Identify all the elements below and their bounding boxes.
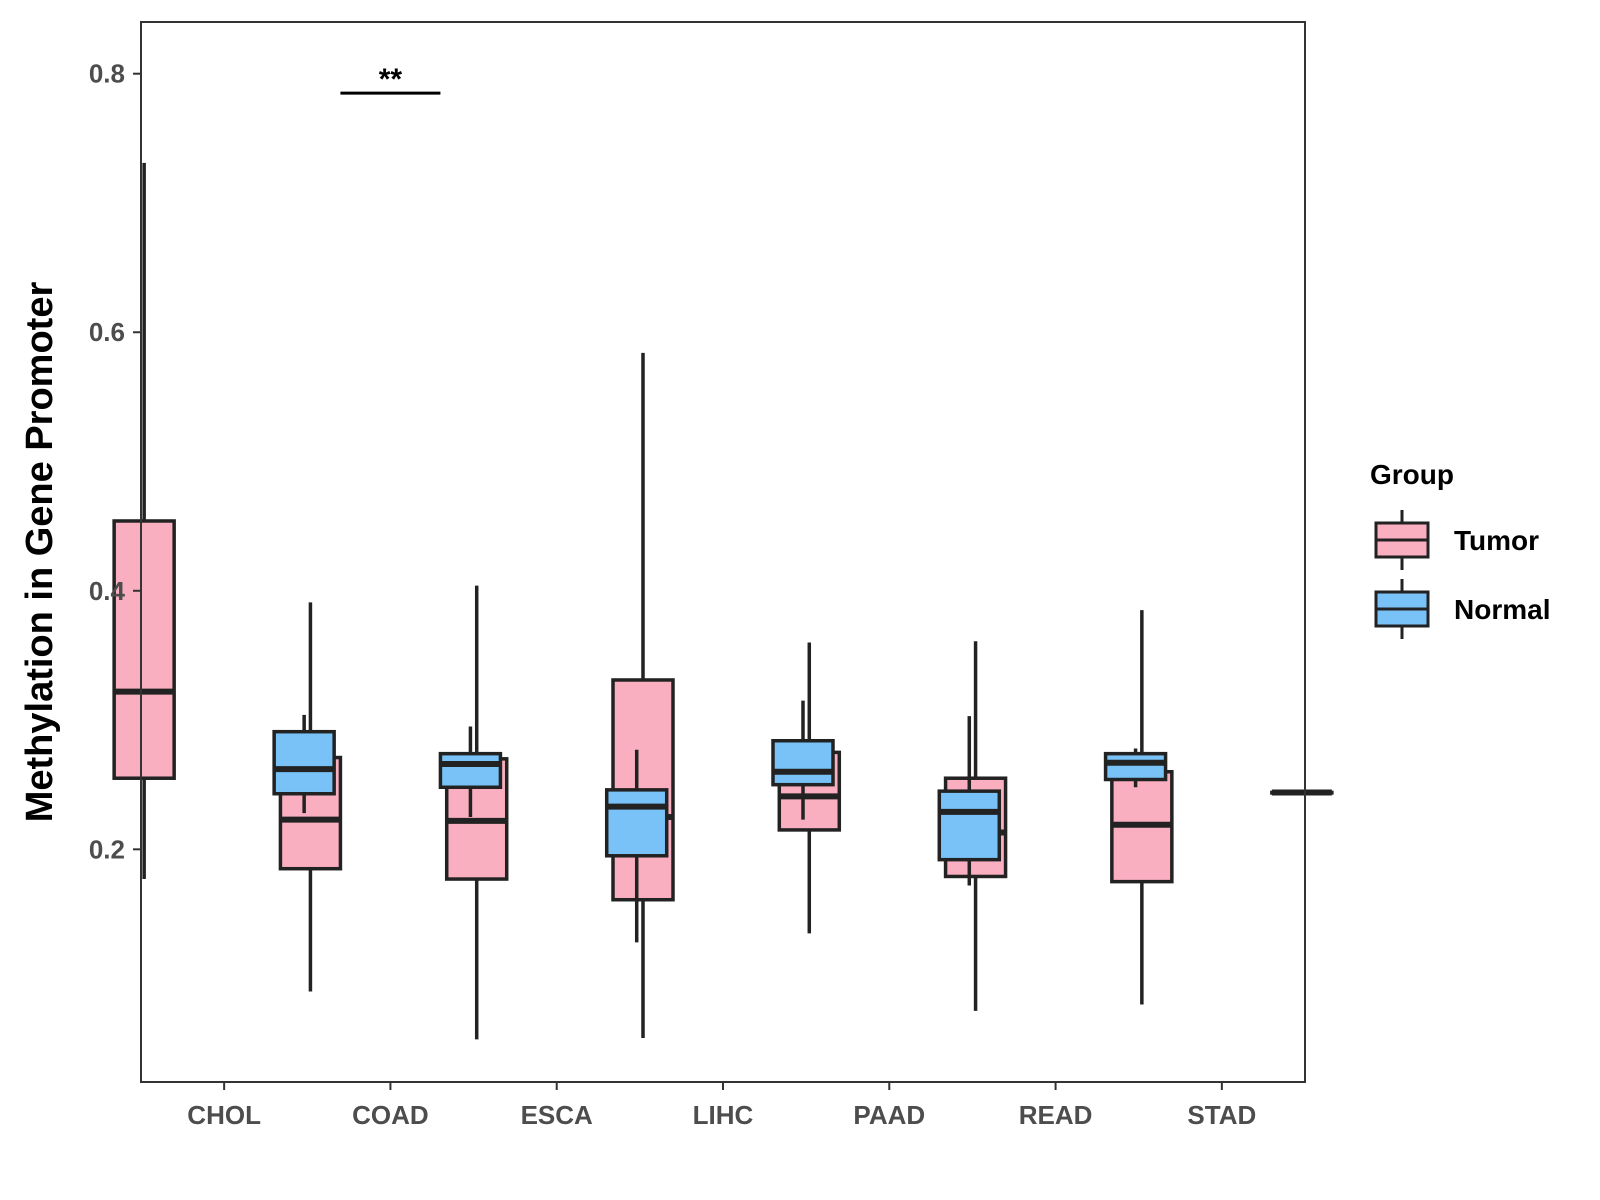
- x-tick-label: READ: [1019, 1100, 1093, 1130]
- box-iqr: [112, 519, 176, 780]
- series-normal: [272, 700, 1334, 943]
- box-normal-chol: [272, 714, 336, 814]
- box-iqr: [438, 751, 503, 790]
- legend-label: Normal: [1454, 594, 1550, 625]
- box-normal-lihc: [771, 700, 835, 820]
- x-tick-label: LIHC: [693, 1100, 754, 1130]
- x-axis: CHOL COAD ESCA LIHC PAAD READ STAD: [187, 1082, 1256, 1130]
- x-tick-label: STAD: [1187, 1100, 1256, 1130]
- x-tick-label: CHOL: [187, 1100, 261, 1130]
- box-iqr: [272, 729, 336, 796]
- box-tumor-paad: [777, 642, 842, 934]
- box-iqr: [771, 738, 835, 787]
- box-iqr: [1103, 751, 1168, 782]
- y-tick-label: 0.2: [89, 834, 125, 864]
- y-tick-label: 0.8: [89, 59, 125, 89]
- box-tumor-chol: [112, 162, 176, 880]
- box-tumor-coad: [278, 602, 343, 992]
- plot-panel-border: [140, 21, 1306, 1083]
- significance-label: **: [379, 63, 403, 96]
- legend-item-normal: Normal: [1374, 579, 1550, 639]
- significance-annotation: **: [340, 63, 441, 96]
- box-normal-esca: [604, 749, 669, 943]
- box-tumor-stad: [1110, 610, 1174, 1005]
- box-normal-stad: [1270, 789, 1334, 796]
- series-tumor: [112, 162, 1174, 1040]
- legend: Group Tumor Normal: [1370, 459, 1550, 639]
- x-tick-label: PAAD: [853, 1100, 925, 1130]
- box-normal-coad: [438, 726, 503, 817]
- legend-item-tumor: Tumor: [1374, 510, 1539, 570]
- box-normal-paad: [937, 716, 1002, 886]
- y-axis-title: Methylation in Gene Promoter: [19, 282, 61, 823]
- legend-label: Tumor: [1454, 525, 1539, 556]
- legend-title: Group: [1370, 459, 1454, 490]
- x-tick-label: COAD: [352, 1100, 429, 1130]
- plot-area: **: [112, 63, 1334, 1040]
- box-tumor-esca: [444, 585, 509, 1040]
- y-tick-label: 0.6: [89, 317, 125, 347]
- y-tick-label: 0.4: [89, 576, 126, 606]
- box-iqr: [604, 788, 669, 858]
- y-axis: 0.2 0.4 0.6 0.8: [89, 59, 141, 864]
- box-iqr: [937, 789, 1002, 862]
- box-normal-read: [1103, 748, 1168, 788]
- box-tumor-lihc: [611, 352, 675, 1039]
- x-tick-label: ESCA: [521, 1100, 593, 1130]
